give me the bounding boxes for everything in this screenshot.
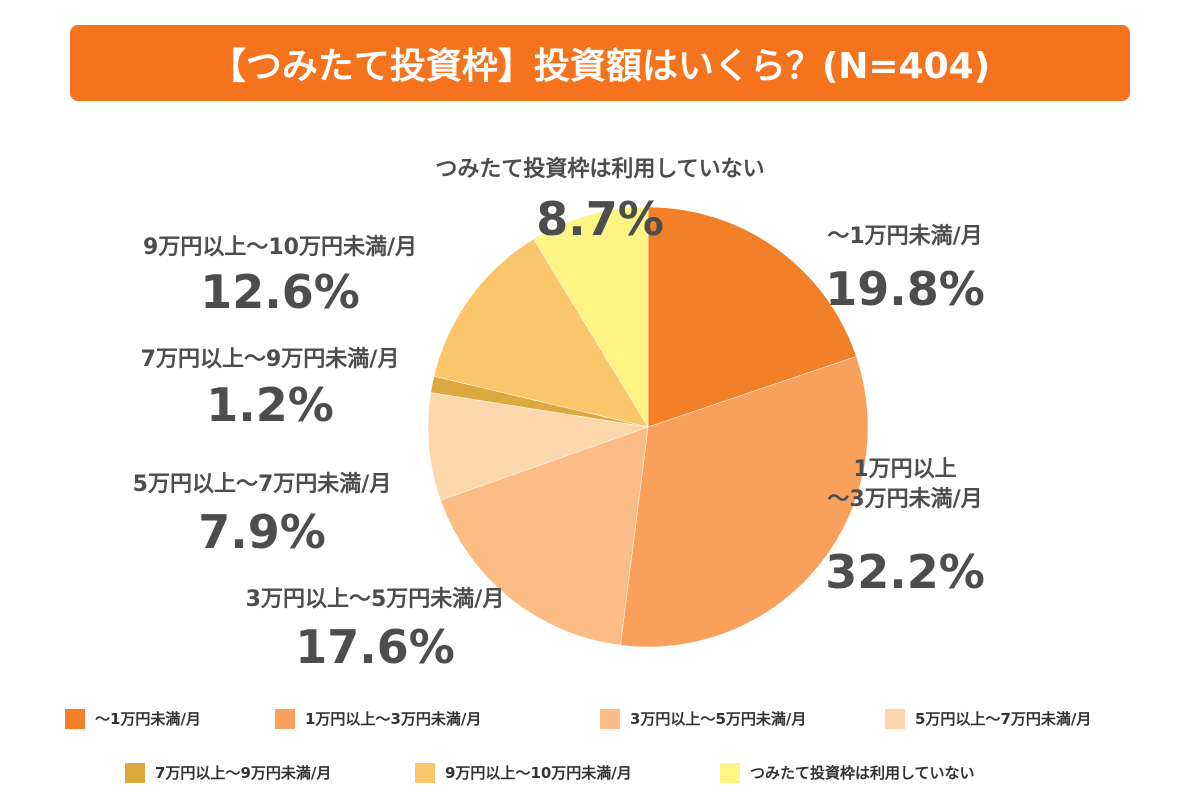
slice-label: 5万円以上〜7万円未満/月 — [132, 472, 392, 497]
legend-label: 9万円以上〜10万円未満/月 — [445, 764, 632, 782]
legend-label: 5万円以上〜7万円未満/月 — [915, 710, 1092, 728]
pie-slice — [427, 392, 649, 501]
chart-title: 【つみたて投資枠】投資額はいくら？(N=404) — [70, 25, 1130, 101]
legend-label: 3万円以上〜5万円未満/月 — [630, 710, 807, 728]
slice-value: 8.7% — [536, 192, 664, 246]
legend-swatch — [125, 762, 145, 783]
pie-slice — [440, 426, 649, 646]
legend-swatch — [600, 708, 620, 729]
slice-value: 12.6% — [200, 265, 360, 319]
slice-value: 17.6% — [295, 620, 455, 674]
pie-slice — [533, 206, 649, 428]
legend-swatch — [65, 708, 85, 729]
legend-label: つみたて投資枠は利用していない — [750, 764, 975, 782]
legend-label: 7万円以上〜9万円未満/月 — [155, 764, 332, 782]
legend-item: つみたて投資枠は利用していない — [720, 762, 975, 783]
slice-label: 〜1万円未満/月 — [827, 224, 983, 249]
legend-item: 5万円以上〜7万円未満/月 — [885, 708, 1091, 729]
slice-label: 9万円以上〜10万円未満/月 — [143, 235, 417, 260]
slice-value: 7.9% — [198, 505, 326, 559]
legend-item: 9万円以上〜10万円未満/月 — [415, 762, 632, 783]
legend-label: 1万円以上〜3万円未満/月 — [305, 710, 482, 728]
legend-item: 7万円以上〜9万円未満/月 — [125, 762, 331, 783]
legend-swatch — [275, 708, 295, 729]
slice-value: 1.2% — [206, 378, 334, 432]
pie-slice — [620, 356, 869, 648]
slice-value: 19.8% — [825, 262, 985, 316]
legend-swatch — [415, 762, 435, 783]
legend-label: 〜1万円未満/月 — [95, 710, 201, 728]
legend-item: 1万円以上〜3万円未満/月 — [275, 708, 481, 729]
legend-item: 3万円以上〜5万円未満/月 — [600, 708, 806, 729]
legend-swatch — [885, 708, 905, 729]
slice-label: 7万円以上〜9万円未満/月 — [140, 347, 400, 372]
slice-label: 3万円以上〜5万円未満/月 — [245, 587, 505, 612]
pie-slice — [647, 206, 857, 428]
slice-label: つみたて投資枠は利用していない — [435, 157, 765, 182]
slice-label: 1万円以上 〜3万円未満/月 — [827, 457, 983, 512]
slice-value: 32.2% — [825, 545, 985, 599]
legend-item: 〜1万円未満/月 — [65, 708, 201, 729]
pie-slice — [433, 238, 649, 428]
legend-swatch — [720, 762, 740, 783]
